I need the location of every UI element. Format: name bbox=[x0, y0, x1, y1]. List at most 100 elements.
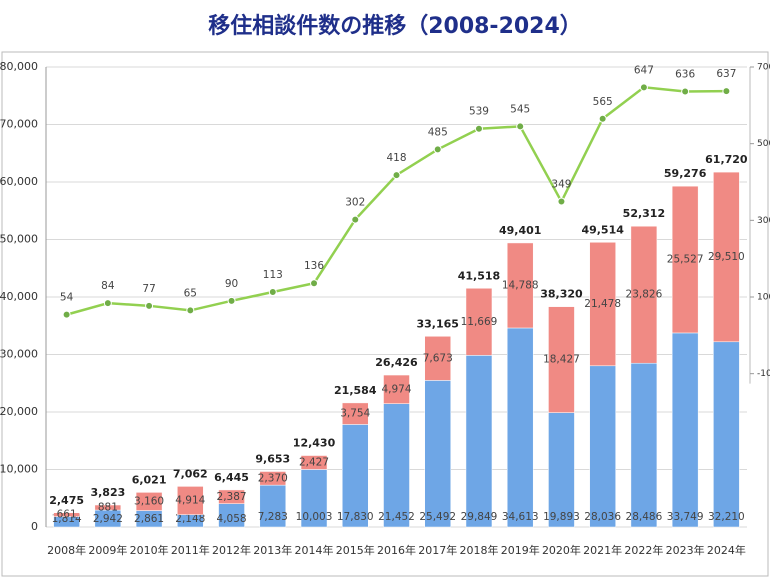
bar-segment bbox=[424, 380, 451, 528]
value-label: 2,387 bbox=[217, 491, 247, 503]
value-label: 28,036 bbox=[584, 511, 621, 523]
total-label: 3,823 bbox=[90, 486, 125, 499]
line-marker bbox=[351, 215, 360, 224]
line-marker bbox=[227, 296, 236, 305]
line-label: 647 bbox=[634, 64, 654, 76]
line-marker bbox=[598, 114, 607, 123]
line-marker bbox=[557, 197, 566, 206]
bar-segment bbox=[383, 403, 410, 528]
x-tick-label: 2018年 bbox=[459, 543, 498, 557]
value-label: 33,749 bbox=[667, 511, 704, 523]
line-marker bbox=[186, 306, 195, 315]
value-label: 25,527 bbox=[667, 254, 704, 266]
line-label: 136 bbox=[304, 260, 324, 272]
total-label: 49,401 bbox=[499, 224, 541, 237]
value-label: 28,486 bbox=[626, 511, 663, 523]
x-tick-label: 2013年 bbox=[253, 543, 292, 557]
value-label: 3,754 bbox=[340, 408, 370, 420]
line-label: 545 bbox=[510, 103, 530, 115]
bar-segment bbox=[135, 492, 163, 511]
value-label: 4,914 bbox=[175, 495, 205, 507]
line-marker bbox=[103, 299, 112, 308]
x-tick-label: 2008年 bbox=[47, 543, 86, 557]
x-tick-label: 2020年 bbox=[542, 543, 581, 557]
y2-tick-label: 700 bbox=[757, 63, 770, 73]
value-label: 2,148 bbox=[175, 513, 205, 525]
value-label: 14,788 bbox=[502, 279, 539, 291]
line-marker bbox=[639, 83, 648, 92]
bar-segment bbox=[630, 225, 658, 364]
line-label: 539 bbox=[469, 106, 489, 118]
line-label: 636 bbox=[675, 69, 695, 81]
value-label: 2,427 bbox=[299, 457, 329, 469]
line-label: 90 bbox=[225, 278, 238, 290]
bar-segment bbox=[342, 402, 369, 425]
y2-tick-label: 300 bbox=[757, 216, 770, 226]
value-label: 32,210 bbox=[708, 511, 745, 523]
line-label: 349 bbox=[551, 179, 571, 191]
value-label: 29,849 bbox=[461, 511, 498, 523]
y-tick-label: 30,000 bbox=[0, 348, 38, 361]
bar-segment bbox=[424, 336, 451, 381]
y-tick-label: 60,000 bbox=[0, 175, 38, 188]
frame bbox=[1, 51, 769, 577]
bar-segment bbox=[177, 486, 204, 515]
line-marker bbox=[145, 301, 154, 310]
total-label: 52,312 bbox=[623, 207, 665, 220]
bar-segment bbox=[713, 171, 740, 343]
total-label: 6,021 bbox=[132, 473, 167, 486]
y2-tick-label: 100 bbox=[757, 293, 770, 303]
bar-segment bbox=[383, 374, 410, 404]
value-label: 21,478 bbox=[584, 298, 621, 310]
total-label: 7,062 bbox=[173, 467, 208, 480]
value-label: 2,942 bbox=[93, 513, 123, 525]
x-tick-label: 2023年 bbox=[666, 543, 705, 557]
x-tick-label: 2024年 bbox=[707, 543, 746, 557]
line-marker bbox=[268, 288, 277, 297]
value-label: 18,427 bbox=[543, 354, 580, 366]
total-label: 12,430 bbox=[293, 437, 336, 450]
total-label: 21,584 bbox=[334, 384, 377, 397]
total-label: 2,475 bbox=[49, 494, 84, 507]
value-label: 25,492 bbox=[419, 511, 456, 523]
value-label: 661 bbox=[57, 509, 77, 521]
bar-segment bbox=[506, 327, 534, 528]
line-marker bbox=[474, 124, 483, 133]
value-label: 3,160 bbox=[134, 495, 164, 507]
line-marker bbox=[433, 145, 442, 154]
x-tick-label: 2009年 bbox=[88, 543, 127, 557]
line-marker bbox=[722, 87, 731, 96]
line-label: 65 bbox=[184, 287, 197, 299]
total-label: 61,720 bbox=[705, 153, 748, 166]
line-label: 113 bbox=[263, 269, 283, 281]
bar-segment bbox=[589, 242, 616, 367]
total-label: 6,445 bbox=[214, 471, 249, 484]
total-label: 49,514 bbox=[581, 223, 624, 236]
value-label: 17,830 bbox=[337, 511, 374, 523]
x-tick-label: 2022年 bbox=[624, 543, 663, 557]
x-tick-label: 2019年 bbox=[501, 543, 540, 557]
x-tick-label: 2017年 bbox=[418, 543, 457, 557]
x-tick-label: 2012年 bbox=[212, 543, 251, 557]
y-tick-label: 20,000 bbox=[0, 405, 38, 418]
value-label: 11,669 bbox=[461, 316, 498, 328]
line-marker bbox=[681, 87, 690, 96]
y-tick-label: 10,000 bbox=[0, 463, 38, 476]
value-label: 4,974 bbox=[381, 383, 411, 395]
line-marker bbox=[62, 310, 71, 319]
total-label: 33,165 bbox=[417, 317, 459, 330]
value-label: 7,673 bbox=[423, 352, 453, 364]
bar-segment bbox=[259, 471, 287, 486]
bar-segment bbox=[300, 469, 328, 528]
bar-segment bbox=[53, 512, 80, 517]
value-label: 21,452 bbox=[378, 511, 415, 523]
x-tick-label: 2016年 bbox=[377, 543, 416, 557]
line-label: 54 bbox=[60, 292, 74, 304]
value-label: 34,613 bbox=[502, 511, 539, 523]
line-label: 637 bbox=[716, 68, 736, 80]
y-tick-label: 80,000 bbox=[0, 60, 38, 73]
value-label: 4,058 bbox=[217, 513, 247, 525]
line-label: 418 bbox=[386, 152, 406, 164]
bar-segment bbox=[465, 288, 493, 356]
